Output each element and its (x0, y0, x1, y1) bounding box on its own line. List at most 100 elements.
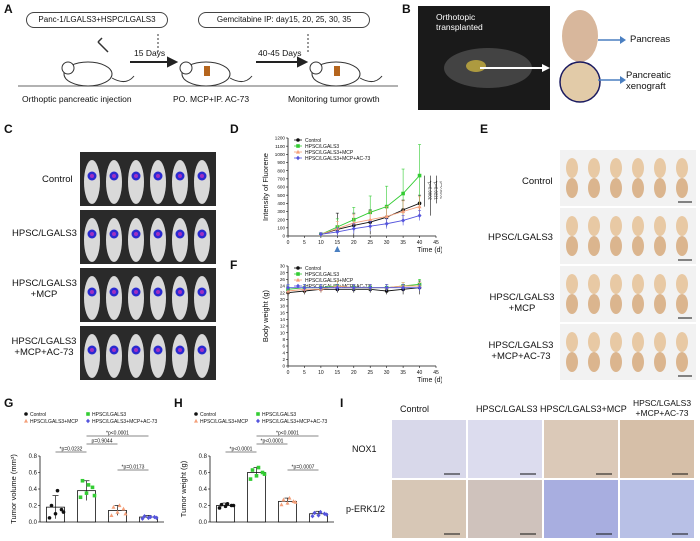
tumor-specimen (610, 178, 622, 198)
mouse-silhouette (84, 160, 100, 204)
panel-i-ihc: Control HPSC/LGALS3 HPSC/LGALS3+MCP HPSC… (344, 398, 698, 540)
significance-annotation: *p=0.0221 (433, 181, 438, 201)
timeline-arrow (130, 56, 309, 68)
x-tick-label: 40 (417, 240, 423, 246)
y-tick-label: 24 (280, 284, 286, 289)
bioluminescence-core (200, 290, 204, 294)
tumor-specimen (654, 236, 666, 256)
data-point (115, 509, 120, 514)
data-point (117, 503, 122, 508)
mouse-silhouette (128, 276, 144, 320)
tumor-specimen (676, 158, 688, 178)
tumor-specimen (610, 274, 622, 294)
bioluminescence-core (178, 232, 182, 236)
tumor-specimen (676, 236, 688, 256)
legend-entry: HPSC/LGALS3 (92, 412, 126, 418)
x-tick-label: 45 (433, 370, 439, 376)
x-axis-label: Time (d) (417, 377, 442, 384)
tumor-specimen (654, 332, 666, 352)
tumor-specimen (676, 332, 688, 352)
x-tick-label: 10 (318, 370, 324, 376)
data-point (80, 478, 85, 483)
significance-annotation: *p<0.0001 (276, 431, 299, 437)
y-tick-label: 0.0 (199, 520, 208, 526)
tumor-specimen (654, 352, 666, 372)
xray-image: Orthotopic transplanted (418, 6, 550, 110)
data-point (368, 217, 373, 222)
legend-marker (296, 155, 300, 161)
mouse-silhouette (172, 276, 188, 320)
data-point (248, 477, 253, 481)
data-point (90, 485, 95, 490)
y-tick-label: 600 (277, 185, 285, 190)
bioluminescence-core (200, 232, 204, 236)
data-point (401, 218, 406, 223)
legend-entry: Control (305, 138, 321, 144)
y-tick-label: 0.8 (199, 454, 208, 460)
data-point (286, 285, 290, 290)
legend-entry: HPSC/LGALS3 (305, 272, 339, 278)
data-point (154, 515, 159, 521)
y-axis-label: Tumor weight (g) (179, 460, 188, 517)
data-point (231, 503, 236, 508)
step-monitoring: Monitoring tumor growth (288, 94, 380, 104)
data-point (417, 173, 422, 178)
tumor-specimen (566, 294, 578, 314)
y-tick-label: 28 (280, 270, 286, 275)
tumor-specimen (610, 332, 622, 352)
data-point (285, 500, 290, 505)
data-point (302, 285, 307, 290)
mouse-silhouette (106, 218, 122, 262)
data-point (55, 488, 60, 493)
panel-label-f: F (230, 258, 238, 272)
pointer-arrows (598, 36, 626, 84)
ihc-image (620, 420, 694, 478)
bioluminescence-core (156, 174, 160, 178)
bioluminescence-core (90, 174, 94, 178)
x-tick-label: 30 (384, 240, 390, 246)
tumor-specimen (610, 158, 622, 178)
legend-marker (194, 412, 198, 416)
bioluminescence-core (134, 348, 138, 352)
legend-marker (296, 144, 300, 148)
tumor-specimen (610, 294, 622, 314)
syringe-icon (97, 37, 109, 53)
arrow-15-days: 15 Days (134, 48, 166, 58)
ivis-frame (80, 326, 216, 380)
x-tick-label: 25 (367, 370, 373, 376)
tumor-specimen (654, 158, 666, 178)
tumor-specimen (676, 352, 688, 372)
data-point (401, 209, 406, 214)
mouse-icon (309, 61, 383, 87)
cells-label: Panc-1/LGALS3+HSPC/LGALS3 (26, 12, 168, 28)
legend-marker (296, 272, 300, 276)
legend-entry: HPSC/LGALS3+MCP (305, 150, 354, 156)
ihc-image (544, 420, 618, 478)
y-tick-label: 100 (277, 225, 285, 230)
bioluminescence-core (112, 232, 116, 236)
tumor-specimen (566, 352, 578, 372)
tumor-specimen (632, 158, 644, 178)
y-tick-label: 8 (282, 337, 285, 342)
bioluminescence-core (134, 174, 138, 178)
e-label-ac73: HPSC/LGALS3 +MCP+AC-73 (488, 340, 554, 362)
data-point (417, 204, 422, 209)
legend-marker (86, 412, 90, 416)
significance-annotation: *p<0.0001 (261, 439, 284, 445)
data-point (123, 511, 128, 516)
mouse-silhouette (194, 334, 210, 378)
ihc-image (620, 480, 694, 538)
bioluminescence-core (112, 290, 116, 294)
x-axis-label: Time (d) (417, 247, 442, 254)
x-tick-label: 40 (417, 370, 423, 376)
arrow-40-45-days: 40-45 Days (258, 48, 302, 58)
tumor-specimen (632, 274, 644, 294)
data-point (401, 285, 406, 290)
legend-entry: HPSC/LGALS3+MCP+AC-73 (305, 156, 371, 162)
e-label-mcp: HPSC/LGALS3 +MCP (489, 292, 555, 314)
tumor-specimen (632, 216, 644, 236)
x-tick-label: 20 (351, 240, 357, 246)
y-tick-label: 1100 (275, 144, 285, 149)
ihc-image (468, 480, 542, 538)
data-point (92, 493, 97, 498)
